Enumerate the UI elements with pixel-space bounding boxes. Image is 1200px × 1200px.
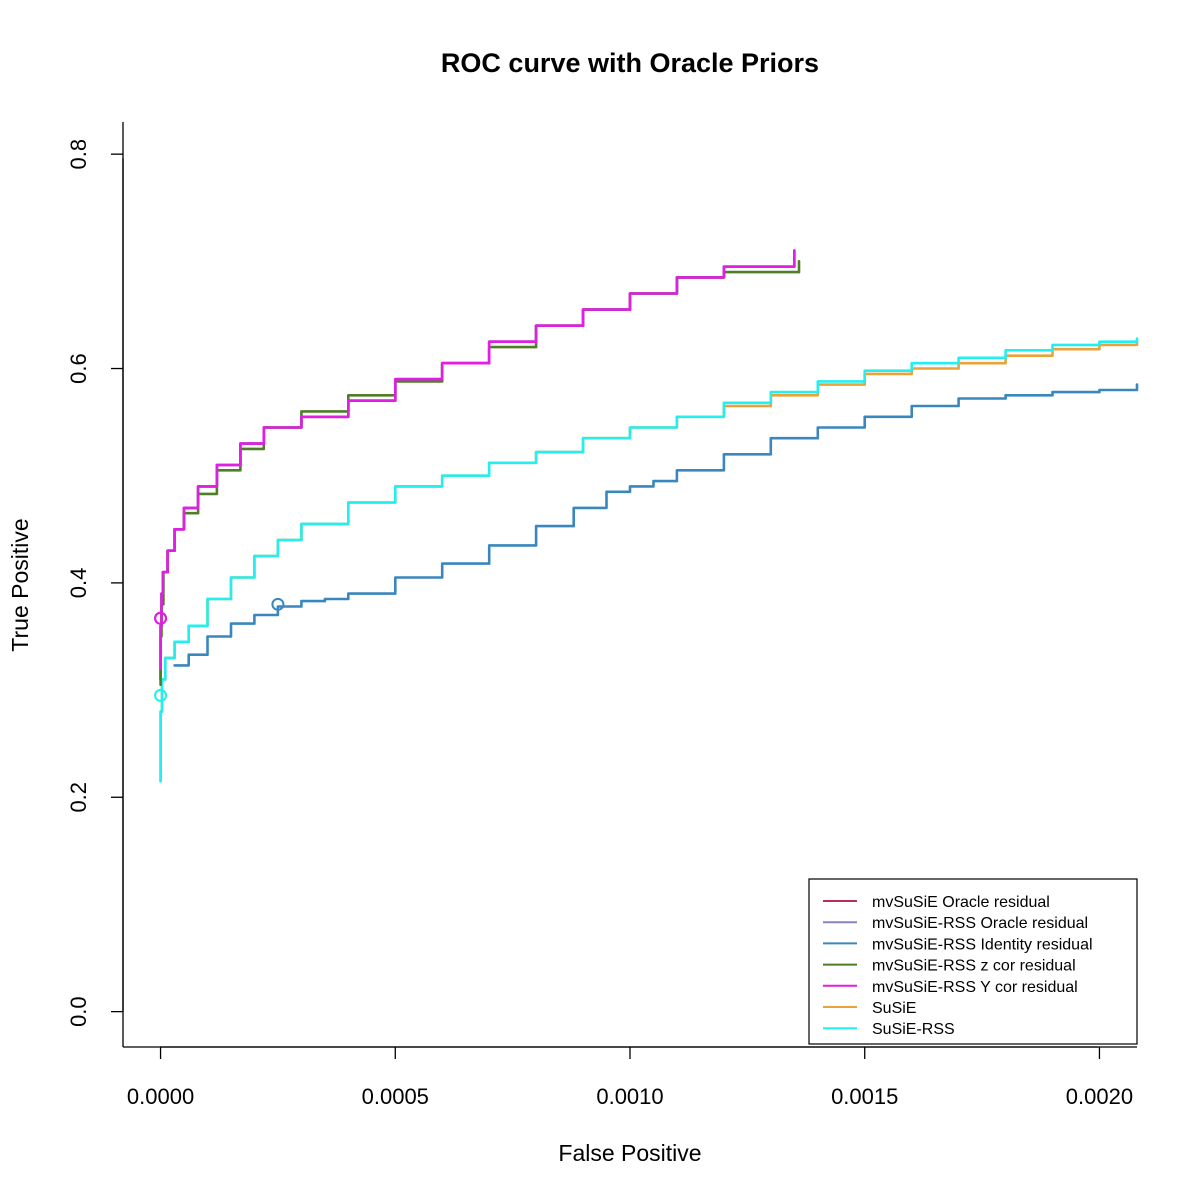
legend-entries: mvSuSiE Oracle residual mvSuSiE-RSS Oracl… — [823, 894, 1093, 1038]
legend-label-mvsusie-oracle-residual: mvSuSiE Oracle residual — [872, 894, 1050, 911]
legend-box — [808, 878, 1138, 1045]
legend-label-mvsusie-rss-identity-residual: mvSuSiE-RSS Identity residual — [872, 936, 1093, 953]
series-line-susie-rss — [159, 337, 1139, 783]
y-tick-label: 0.8 — [66, 139, 91, 170]
legend-label-mvsusie-rss-y-cor-residual: mvSuSiE-RSS Y cor residual — [872, 979, 1078, 996]
marker-susie-rss — [154, 688, 168, 702]
x-tick-label: 0.0005 — [362, 1084, 429, 1109]
series-line-mvsusie-rss-y-cor-residual — [159, 249, 796, 670]
x-ticks: 0.0000 0.0005 0.0010 0.0015 0.0020 — [127, 1047, 1133, 1109]
legend-label-mvsusie-rss-oracle-residual: mvSuSiE-RSS Oracle residual — [872, 915, 1088, 932]
y-tick-label: 0.4 — [66, 568, 91, 599]
y-tick-label: 0.6 — [66, 353, 91, 384]
x-tick-label: 0.0000 — [127, 1084, 194, 1109]
legend: mvSuSiE Oracle residual mvSuSiE-RSS Oracl… — [808, 878, 1138, 1045]
chart-title: ROC curve with Oracle Priors — [441, 48, 819, 78]
x-axis-label: False Positive — [558, 1140, 701, 1166]
legend-label-susie-rss: SuSiE-RSS — [872, 1021, 955, 1038]
x-tick-label: 0.0010 — [596, 1084, 663, 1109]
marker-mvsusie-rss-y-cor-residual — [154, 611, 168, 625]
marker-mvsusie-rss-identity-residual — [271, 597, 285, 611]
x-tick-label: 0.0020 — [1066, 1084, 1133, 1109]
y-axis-label: True Positive — [7, 518, 33, 651]
x-tick-label: 0.0015 — [831, 1084, 898, 1109]
y-ticks: 0.0 0.2 0.4 0.6 0.8 — [66, 139, 123, 1027]
y-tick-label: 0.2 — [66, 782, 91, 813]
y-tick-label: 0.0 — [66, 996, 91, 1027]
legend-label-susie: SuSiE — [872, 1000, 916, 1017]
marker-layer — [154, 597, 285, 702]
series-layer — [159, 249, 1139, 783]
legend-label-mvsusie-rss-z-cor-residual: mvSuSiE-RSS z cor residual — [872, 958, 1076, 975]
series-line-mvsusie-rss-identity-residual — [173, 383, 1139, 667]
